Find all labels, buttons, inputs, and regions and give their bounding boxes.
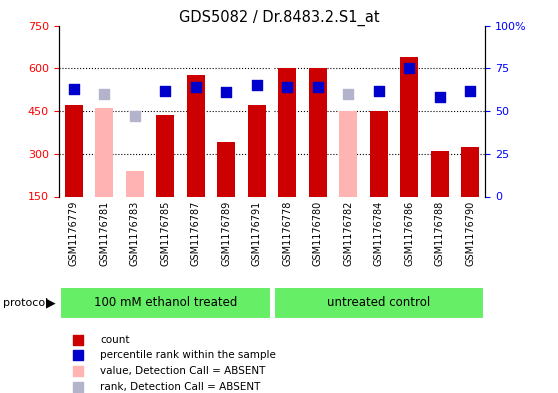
Text: GDS5082 / Dr.8483.2.S1_at: GDS5082 / Dr.8483.2.S1_at — [179, 10, 379, 26]
Point — [100, 91, 109, 97]
Text: GSM1176789: GSM1176789 — [222, 201, 231, 266]
Point — [222, 89, 231, 95]
Bar — [186, 75, 205, 196]
Text: GSM1176790: GSM1176790 — [465, 201, 475, 266]
Point — [74, 368, 83, 374]
Point — [466, 87, 475, 94]
Bar — [278, 68, 296, 196]
Text: GSM1176781: GSM1176781 — [99, 201, 109, 266]
Bar — [461, 147, 479, 196]
Bar — [95, 108, 113, 196]
Point — [344, 91, 353, 97]
Point — [74, 352, 83, 358]
Point — [435, 94, 444, 101]
Text: GSM1176782: GSM1176782 — [343, 201, 353, 266]
Text: ▶: ▶ — [46, 296, 55, 309]
Point — [252, 82, 261, 88]
Bar — [248, 105, 266, 196]
Text: percentile rank within the sample: percentile rank within the sample — [100, 351, 276, 360]
Text: GSM1176783: GSM1176783 — [130, 201, 140, 266]
Text: rank, Detection Call = ABSENT: rank, Detection Call = ABSENT — [100, 382, 261, 391]
Point — [191, 84, 200, 90]
Bar — [156, 115, 175, 196]
Text: count: count — [100, 335, 130, 345]
Text: 100 mM ethanol treated: 100 mM ethanol treated — [94, 296, 237, 309]
Text: value, Detection Call = ABSENT: value, Detection Call = ABSENT — [100, 366, 266, 376]
Point — [313, 84, 322, 90]
Point — [283, 84, 292, 90]
Point — [161, 87, 170, 94]
Point — [374, 87, 383, 94]
Text: GSM1176786: GSM1176786 — [404, 201, 414, 266]
Bar — [65, 105, 83, 196]
Bar — [339, 111, 357, 196]
Point — [405, 65, 413, 72]
Bar — [126, 171, 144, 196]
Bar — [309, 68, 327, 196]
Text: untreated control: untreated control — [327, 296, 430, 309]
Text: GSM1176778: GSM1176778 — [282, 201, 292, 266]
Bar — [400, 57, 418, 196]
Bar — [431, 151, 449, 196]
Text: GSM1176787: GSM1176787 — [191, 201, 201, 266]
Point — [74, 384, 83, 390]
Text: GSM1176788: GSM1176788 — [435, 201, 445, 266]
Text: GSM1176784: GSM1176784 — [374, 201, 384, 266]
Text: GSM1176779: GSM1176779 — [69, 201, 79, 266]
Text: protocol: protocol — [3, 298, 48, 308]
Bar — [273, 287, 484, 318]
Point — [131, 113, 140, 119]
Bar — [369, 111, 388, 196]
Bar — [60, 287, 271, 318]
Text: GSM1176785: GSM1176785 — [160, 201, 170, 266]
Text: GSM1176791: GSM1176791 — [252, 201, 262, 266]
Point — [69, 86, 78, 92]
Point — [74, 337, 83, 343]
Bar — [217, 142, 235, 196]
Text: GSM1176780: GSM1176780 — [313, 201, 323, 266]
